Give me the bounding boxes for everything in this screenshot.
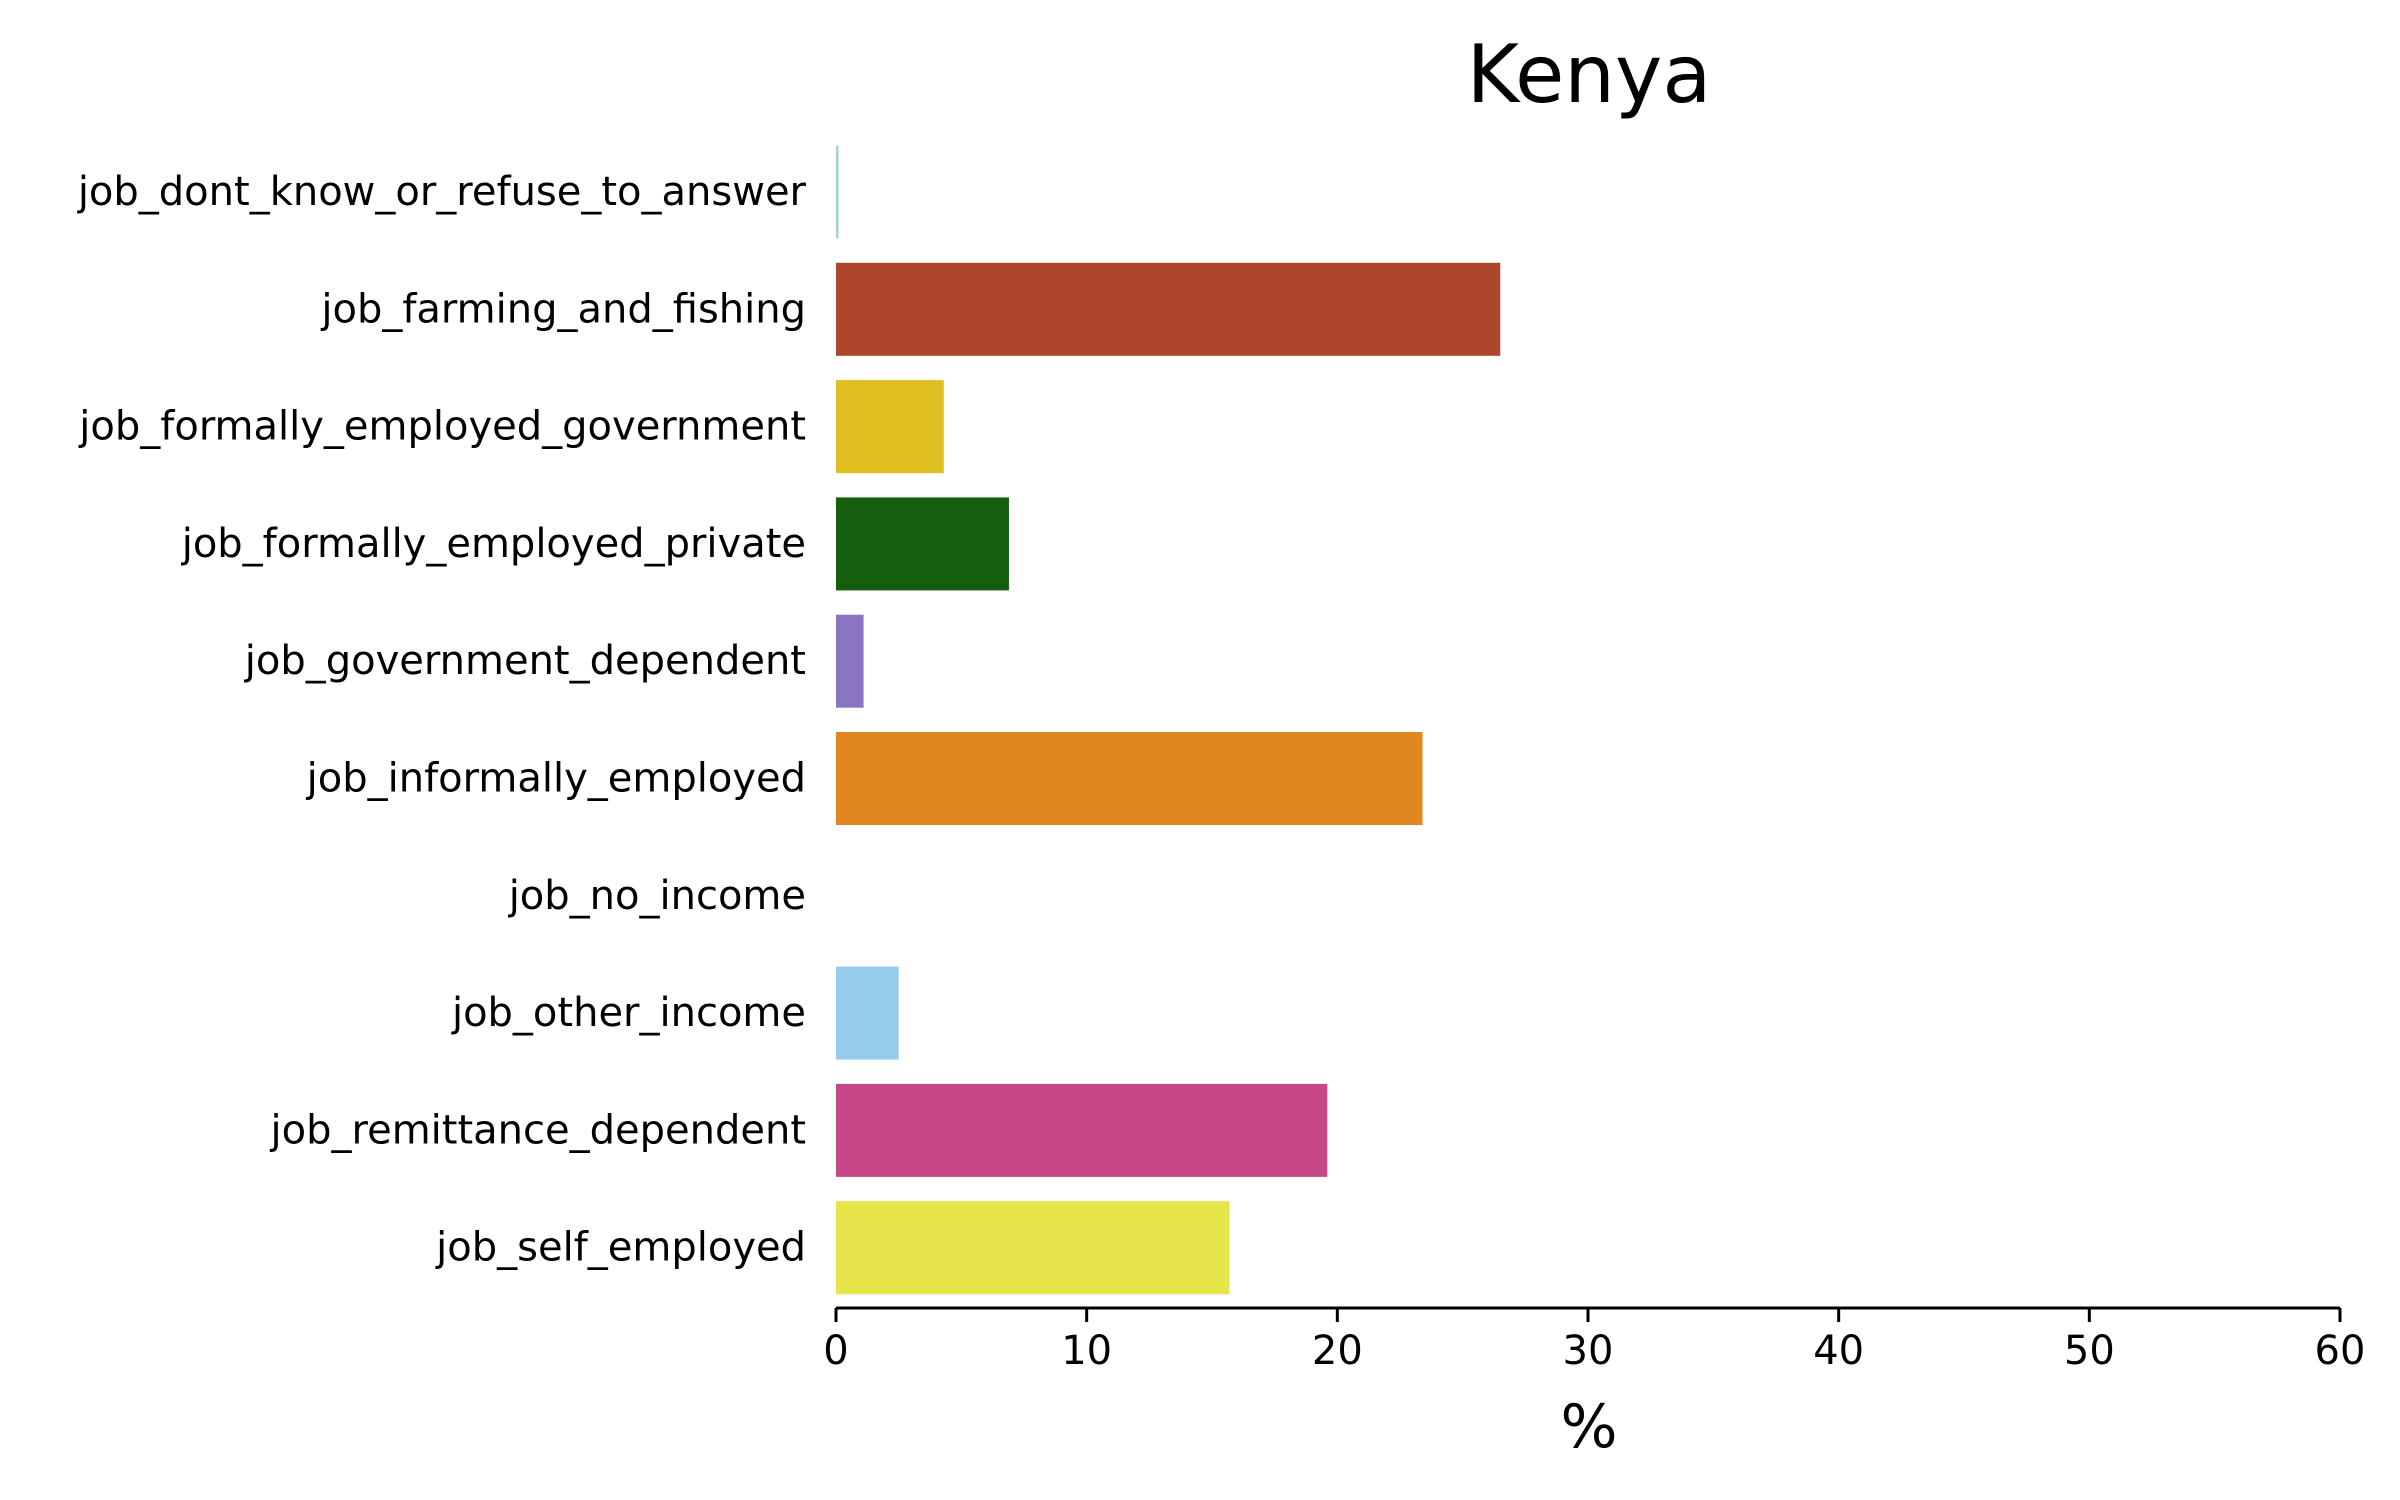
bars-group <box>836 145 1501 1295</box>
category-label: job_farming_and_fishing <box>320 286 806 332</box>
x-tick-label: 60 <box>2315 1328 2366 1374</box>
category-label: job_remittance_dependent <box>270 1107 806 1153</box>
category-label: job_formally_employed_government <box>78 404 806 450</box>
x-tick-label: 10 <box>1061 1328 1112 1374</box>
bar-job-farming-and-fishing <box>836 262 1501 356</box>
category-label: job_government_dependent <box>244 638 806 684</box>
category-label: job_dont_know_or_refuse_to_answer <box>77 169 807 215</box>
bar-job-government-dependent <box>836 614 864 708</box>
x-axis-ticks: 0 10 20 30 40 50 60 <box>823 1308 2365 1374</box>
bar-job-dont-know-or-refuse-to-answer <box>836 145 839 239</box>
category-label: job_other_income <box>451 990 806 1036</box>
bar-job-informally-employed <box>836 732 1423 825</box>
x-tick-label: 40 <box>1813 1328 1864 1374</box>
x-tick-label: 20 <box>1312 1328 1363 1374</box>
bar-job-formally-employed-government <box>836 380 944 474</box>
chart-title: Kenya <box>1467 28 1712 121</box>
category-label: job_informally_employed <box>306 756 806 802</box>
category-label: job_no_income <box>508 873 806 919</box>
bar-job-formally-employed-private <box>836 497 1009 591</box>
x-tick-label: 0 <box>823 1328 848 1374</box>
bar-job-remittance-dependent <box>836 1083 1328 1177</box>
x-axis-label: % <box>1560 1392 1617 1462</box>
x-tick-label: 50 <box>2064 1328 2115 1374</box>
category-label: job_self_employed <box>435 1225 806 1271</box>
category-label: job_formally_employed_private <box>181 521 806 567</box>
bar-job-other-income <box>836 966 899 1060</box>
category-labels: job_dont_know_or_refuse_to_answer job_far… <box>77 169 807 1271</box>
bar-job-self-employed <box>836 1201 1230 1295</box>
x-tick-label: 30 <box>1563 1328 1614 1374</box>
